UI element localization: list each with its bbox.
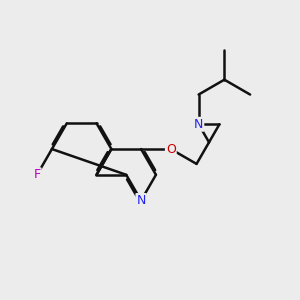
Text: O: O bbox=[166, 142, 176, 155]
Text: N: N bbox=[136, 194, 146, 207]
Text: N: N bbox=[194, 118, 203, 131]
Text: F: F bbox=[34, 168, 40, 181]
